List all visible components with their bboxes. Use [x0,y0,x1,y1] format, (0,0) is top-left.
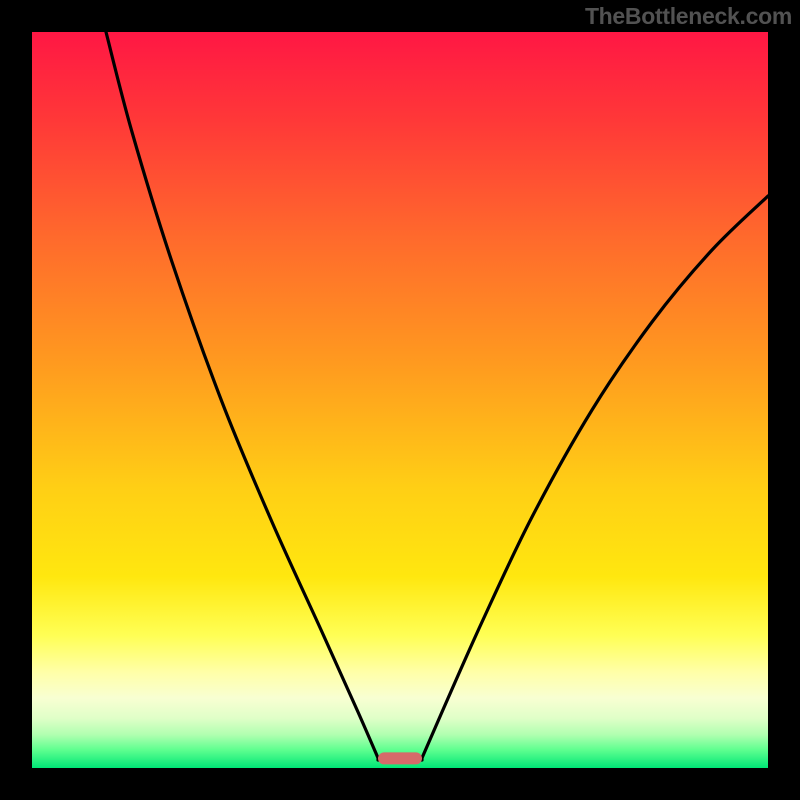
bottleneck-chart [0,0,800,800]
valley-marker [378,752,422,764]
chart-stage: TheBottleneck.com [0,0,800,800]
gradient-background [32,32,768,768]
watermark-text: TheBottleneck.com [585,3,792,30]
